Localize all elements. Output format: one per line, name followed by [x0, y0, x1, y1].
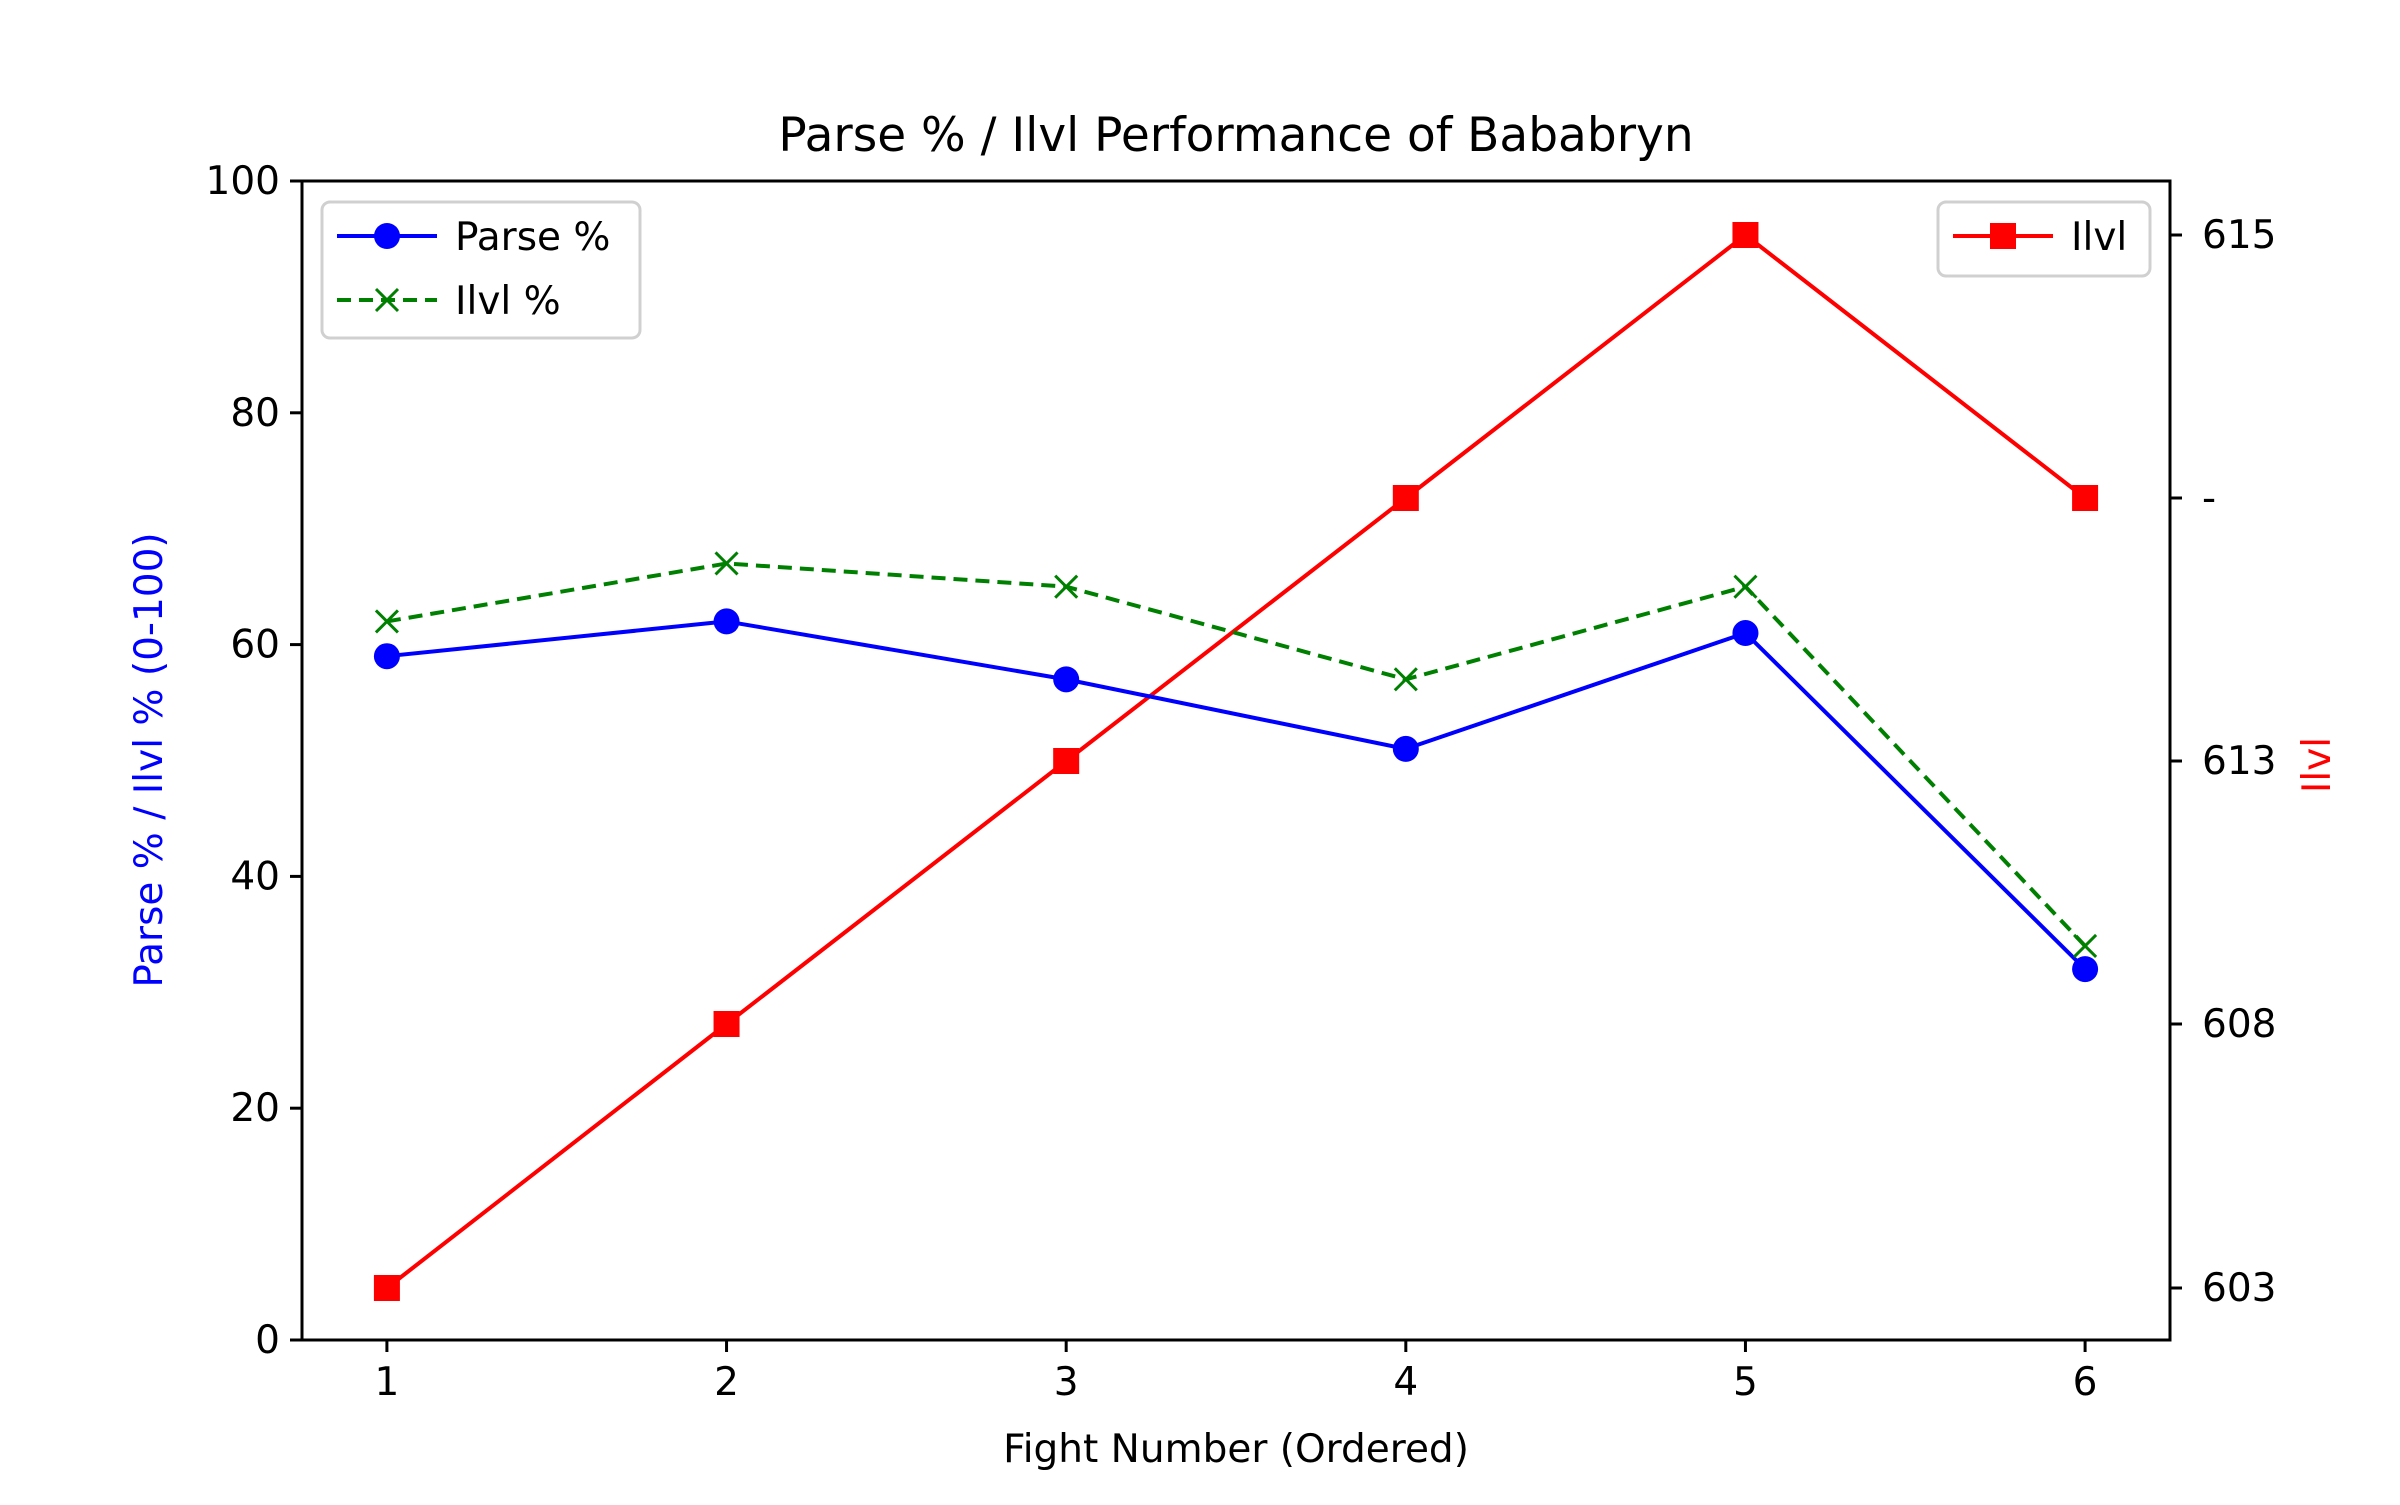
left-y-tick-label: 60: [230, 623, 280, 668]
legend-right-box: [1936, 200, 2152, 278]
right-y-tick-label: 615: [2202, 213, 2276, 258]
legend-ilvlpct-label: Ilvl %: [455, 279, 561, 324]
series-line-ilvl-: [386, 561, 2087, 948]
data-point: [714, 551, 739, 576]
series-line-parse-: [386, 619, 2087, 971]
right-y-tick-label: -: [2202, 476, 2216, 521]
legend-ilvl-marker: [1990, 223, 2016, 249]
legend-ilvlpct-marker: [374, 287, 400, 313]
data-point: [713, 1011, 740, 1037]
data-point: [1732, 222, 1759, 248]
x-tick-label: 1: [374, 1360, 399, 1405]
x-tick-label: 4: [1393, 1360, 1418, 1405]
data-point: [373, 1275, 400, 1301]
x-tick-label: 5: [1733, 1360, 1758, 1405]
x-tick-label: 3: [1054, 1360, 1079, 1405]
data-point: [1392, 735, 1419, 762]
legend-left: Parse % Ilvl %: [320, 200, 642, 340]
left-y-tick-label: 20: [230, 1086, 280, 1131]
x-tick-label: 6: [2073, 1360, 2098, 1405]
data-point: [2072, 956, 2099, 983]
data-point: [374, 609, 399, 634]
data-point: [2073, 933, 2098, 959]
data-point: [2072, 485, 2099, 511]
data-point: [713, 608, 740, 635]
series-line-ilvl: [385, 233, 2087, 1290]
right-y-tick-label: 613: [2202, 739, 2276, 784]
left-y-axis: 0 20 40 60 80 100: [206, 159, 302, 1363]
data-point: [1053, 666, 1080, 693]
right-y-axis-label: Ilvl: [2295, 737, 2340, 793]
right-y-axis: 603 608 613 - 615: [2170, 213, 2276, 1311]
legend-ilvl-label: Ilvl: [2071, 215, 2127, 260]
left-y-tick-label: 100: [206, 159, 280, 204]
left-y-tick-label: 0: [255, 1318, 280, 1363]
chart-title: Parse % / Ilvl Performance of Bababryn: [778, 108, 1693, 163]
plot-area: [300, 179, 2172, 1342]
left-y-axis-label: Parse % / Ilvl % (0-100): [127, 532, 172, 987]
left-y-tick-label: 40: [230, 854, 280, 899]
right-y-tick-label: 608: [2202, 1002, 2276, 1047]
data-point: [1053, 748, 1080, 774]
data-point: [1733, 574, 1758, 599]
legend-right: Ilvl: [1936, 200, 2152, 278]
data-point: [1732, 620, 1759, 647]
legend-parse-marker: [374, 223, 400, 249]
x-axis-label: Fight Number (Ordered): [1003, 1427, 1469, 1472]
data-point: [1393, 667, 1418, 692]
series-layer: [373, 222, 2099, 1301]
x-tick-label: 2: [714, 1360, 739, 1405]
right-y-tick-label: 603: [2202, 1266, 2276, 1311]
x-axis: 1 2 3 4 5 6: [374, 1340, 2098, 1405]
legend-parse-label: Parse %: [455, 215, 610, 260]
left-y-tick-label: 80: [230, 391, 280, 436]
data-point: [373, 643, 400, 670]
data-point: [1054, 574, 1079, 599]
data-point: [1392, 485, 1419, 511]
